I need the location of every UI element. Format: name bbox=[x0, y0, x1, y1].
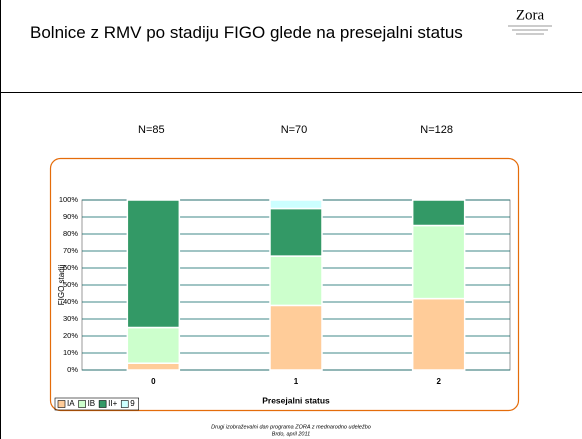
y-tick-label: 30% bbox=[63, 314, 78, 323]
x-tick-label: 2 bbox=[436, 377, 441, 386]
legend-label: 9 bbox=[130, 399, 135, 408]
bar-segment bbox=[269, 255, 323, 307]
x-tick-label: 0 bbox=[151, 377, 156, 386]
x-axis-label: Presejalni status bbox=[262, 395, 330, 405]
annotation: N=128 bbox=[420, 124, 453, 136]
y-tick-label: 80% bbox=[63, 229, 78, 238]
bar-segment bbox=[269, 304, 323, 371]
slide-title: Bolnice z RMV po stadiju FIGO glede na p… bbox=[30, 23, 463, 42]
annotation: N=70 bbox=[281, 124, 308, 136]
bar-segment bbox=[411, 199, 466, 227]
bar-segment bbox=[126, 326, 181, 364]
y-tick-label: 50% bbox=[63, 280, 78, 289]
legend-swatch bbox=[78, 400, 86, 408]
y-tick-label: 70% bbox=[63, 246, 78, 255]
legend-frame bbox=[54, 397, 140, 411]
bar-segment bbox=[269, 199, 323, 210]
x-tick-label: 1 bbox=[294, 377, 299, 386]
y-tick-label: 0% bbox=[67, 365, 78, 374]
legend-swatch bbox=[98, 400, 107, 408]
logo: Zora bbox=[516, 7, 545, 23]
y-tick-label: 100% bbox=[59, 195, 79, 204]
bar-segment bbox=[411, 297, 466, 371]
legend-label: IA bbox=[67, 399, 75, 408]
legend-label: IB bbox=[88, 399, 96, 408]
footer-line: Brdo, april 2011 bbox=[272, 431, 310, 437]
y-tick-label: 20% bbox=[63, 331, 78, 340]
legend-swatch bbox=[120, 400, 129, 408]
y-tick-label: 40% bbox=[63, 297, 78, 306]
y-tick-label: 90% bbox=[63, 212, 78, 221]
chart-frame bbox=[49, 157, 520, 412]
y-axis-label: FIGO stadij bbox=[57, 265, 66, 306]
bar-segment bbox=[126, 199, 181, 329]
bar-segment bbox=[126, 362, 181, 371]
legend-swatch bbox=[57, 400, 66, 408]
legend-label: II+ bbox=[108, 399, 117, 408]
bar-segment bbox=[269, 207, 323, 257]
y-tick-label: 10% bbox=[63, 348, 78, 357]
annotation: N=85 bbox=[138, 124, 165, 136]
y-tick-label: 60% bbox=[63, 263, 78, 272]
bar-segment bbox=[411, 224, 466, 300]
footer-line: Drugi izobraževalni dan programa ZORA z … bbox=[211, 424, 371, 430]
